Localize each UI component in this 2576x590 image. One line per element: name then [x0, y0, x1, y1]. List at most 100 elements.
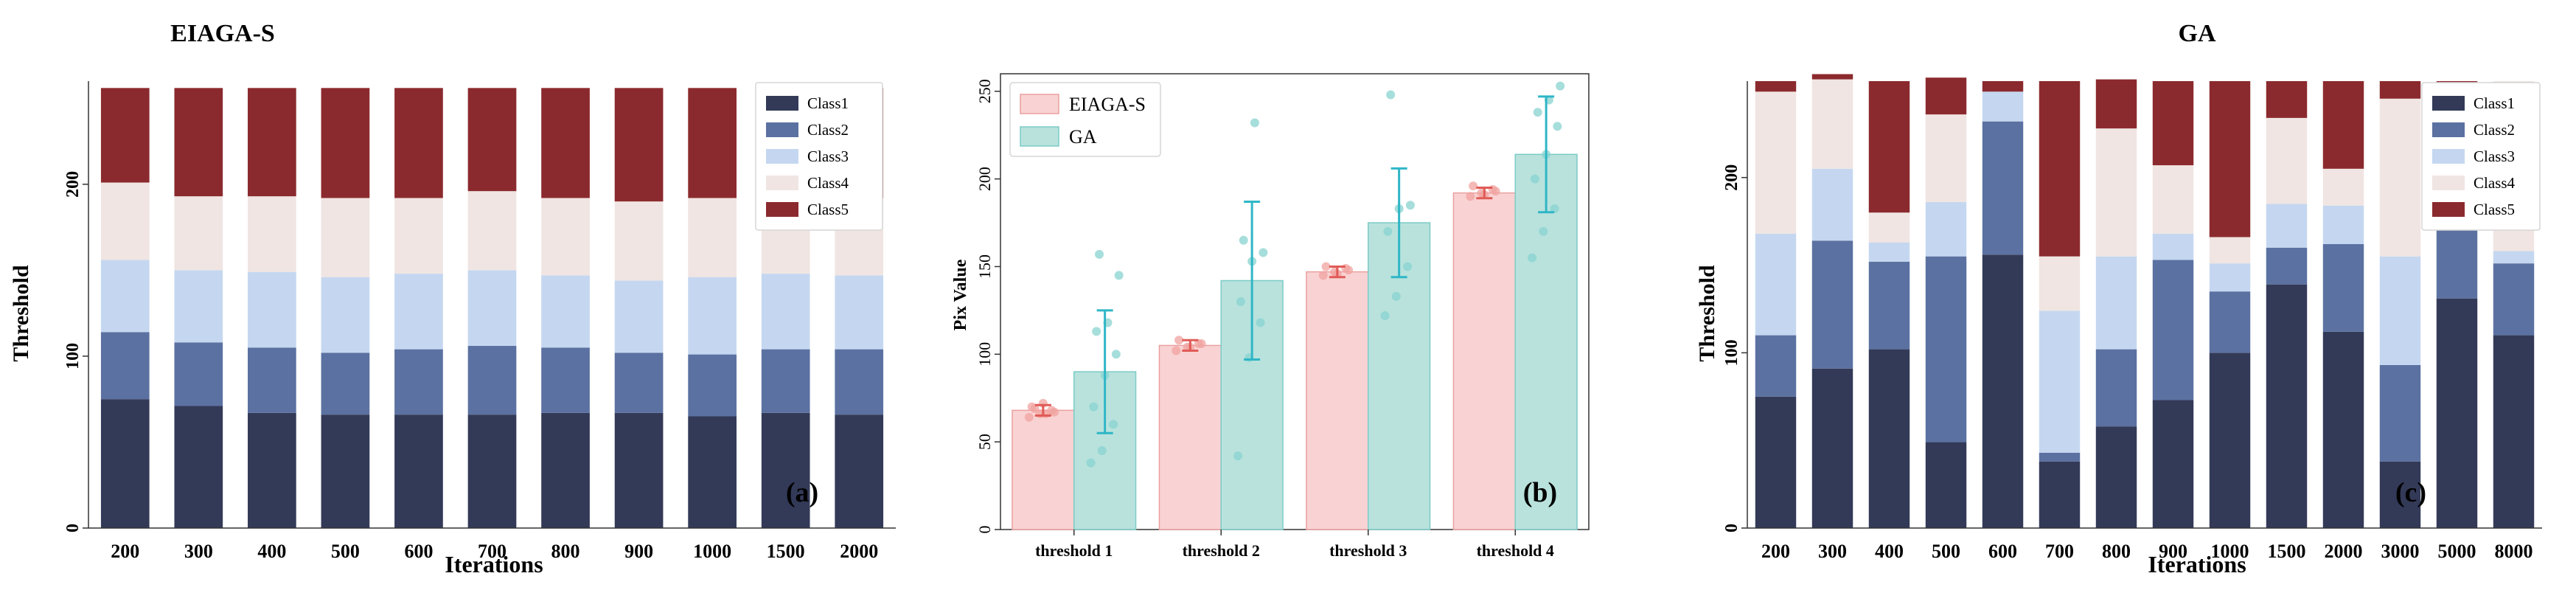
- x-tick-label: 900: [624, 541, 653, 562]
- bar-class2-200: [1755, 335, 1797, 397]
- data-point-ga: [1383, 226, 1393, 236]
- legend-label-class2: Class2: [807, 121, 849, 139]
- bar-class1-400: [248, 412, 296, 528]
- bar-class1-900: [614, 412, 664, 528]
- x-axis-label: Iterations: [445, 551, 543, 577]
- data-point-eiaga-s: [1466, 192, 1475, 201]
- x-tick-label: 600: [404, 541, 433, 562]
- data-point-ga: [1095, 249, 1104, 259]
- x-tick-label: 200: [111, 541, 139, 562]
- x-axis-label: Iterations: [2148, 551, 2246, 577]
- x-tick-label: 500: [331, 541, 360, 562]
- bar-class5-500: [1925, 77, 1967, 115]
- bar-class2-8000: [2493, 263, 2535, 336]
- data-point-ga: [1097, 446, 1107, 456]
- legend-label-class5: Class5: [807, 201, 849, 218]
- data-point-ga: [1111, 350, 1121, 359]
- bar-class2-300: [1811, 240, 1853, 369]
- data-point-ga: [1236, 297, 1245, 306]
- bar-class5-200: [100, 88, 150, 183]
- legend-label-ga: GA: [1069, 126, 1097, 148]
- bar-class1-3000: [2379, 461, 2421, 528]
- bar-class1-8000: [2493, 335, 2535, 528]
- bar-class1-200: [100, 399, 150, 528]
- legend: EIAGA-S GA: [1009, 82, 1161, 157]
- bar-class2-200: [100, 332, 150, 400]
- data-point-eiaga-s: [1050, 407, 1059, 417]
- data-point-ga: [1086, 458, 1096, 468]
- panel-label: (a): [786, 477, 818, 508]
- bar-class5-700: [2039, 81, 2081, 257]
- bar-class5-900: [614, 88, 664, 202]
- bar-class1-400: [1868, 349, 1910, 528]
- bar-ga-4: [1514, 153, 1578, 530]
- x-tick-label: 700: [478, 541, 507, 562]
- legend-swatch-class1: [2432, 96, 2465, 111]
- bar-class3-300: [1811, 168, 1853, 241]
- bar-class5-400: [248, 88, 296, 197]
- bar-class2-900: [2152, 260, 2194, 400]
- bar-class4-400: [1868, 212, 1910, 243]
- data-point-eiaga-s: [1174, 336, 1184, 345]
- legend-box: [2421, 82, 2541, 231]
- y-tick-label: 200: [1722, 164, 1741, 191]
- bar-class1-500: [321, 414, 370, 528]
- x-tick-label: 300: [1818, 541, 1847, 562]
- bar-class3-900: [614, 280, 664, 353]
- data-point-ga: [1250, 118, 1259, 128]
- data-point-ga: [1530, 174, 1539, 184]
- bar-class5-800: [2095, 79, 2137, 129]
- bar-class1-700: [467, 414, 517, 528]
- data-point-ga: [1239, 235, 1248, 245]
- plot-frame: [1000, 73, 1590, 530]
- data-point-ga: [1403, 262, 1413, 271]
- data-point-ga: [1233, 451, 1243, 461]
- legend-swatch-class5: [2432, 202, 2465, 217]
- data-point-ga: [1550, 204, 1559, 214]
- bar-class4-1000: [688, 198, 737, 277]
- bar-class1-600: [394, 414, 443, 528]
- bar-class1-300: [174, 406, 223, 528]
- bar-class1-2000: [835, 414, 884, 528]
- bar-eiaga-s-4: [1452, 192, 1516, 530]
- data-point-ga: [1405, 201, 1415, 210]
- bar-class4-900: [614, 201, 664, 281]
- x-tick-label: threshold 3: [1329, 541, 1407, 560]
- bar-class5-2000: [2322, 81, 2364, 169]
- data-point-ga: [1092, 327, 1101, 336]
- x-tick-label: threshold 2: [1183, 541, 1260, 560]
- bar-class4-2000: [2322, 168, 2364, 206]
- x-tick-label: 500: [1932, 541, 1960, 562]
- bar-class2-1000: [2209, 291, 2251, 353]
- bar-class1-5000: [2436, 298, 2478, 528]
- bar-class2-5000: [2436, 230, 2478, 299]
- x-tick-label: 3000: [2381, 541, 2420, 562]
- x-tick-label: 400: [257, 541, 286, 562]
- bar-class1-1000: [688, 416, 737, 528]
- chart-title: GA: [2179, 20, 2216, 47]
- x-tick-label: threshold 4: [1477, 541, 1554, 560]
- legend-box: [755, 82, 883, 231]
- bar-class4-800: [2095, 128, 2137, 257]
- x-tick-label: 1500: [2268, 541, 2306, 562]
- data-point-eiaga-s: [1318, 271, 1328, 280]
- bar-class3-500: [1925, 201, 1967, 257]
- plot-area: 200 300 400 500 600 700 800 900 1000 1500 2000 3000…: [1722, 74, 2542, 562]
- bar-class3-1500: [2266, 204, 2308, 248]
- legend-swatch-class3: [766, 149, 798, 164]
- bar-class3-400: [1868, 242, 1910, 262]
- bar-class3-1500: [761, 274, 810, 350]
- bar-class2-700: [2039, 452, 2081, 462]
- x-tick-label: 5000: [2438, 541, 2476, 562]
- bar-eiaga-s-2: [1158, 344, 1222, 530]
- bar-class5-1000: [688, 88, 737, 198]
- x-tick-label: 2000: [840, 541, 878, 562]
- bar-eiaga-s-1: [1012, 409, 1075, 530]
- bar-class1-800: [2095, 426, 2137, 528]
- bar-class1-1500: [2266, 284, 2308, 528]
- legend-label-class2: Class2: [2474, 121, 2515, 139]
- bar-class2-700: [467, 345, 517, 415]
- data-point-ga: [1553, 122, 1562, 131]
- data-point-ga: [1089, 402, 1099, 412]
